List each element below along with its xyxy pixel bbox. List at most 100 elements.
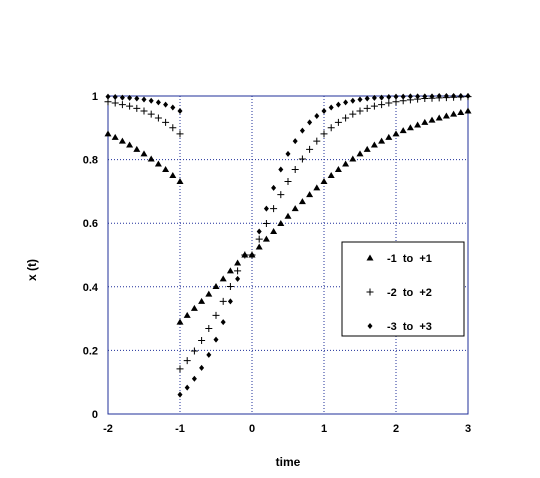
data-point [147, 155, 155, 162]
data-point [205, 290, 213, 297]
data-point [147, 110, 155, 118]
data-point [414, 121, 422, 128]
data-point [451, 93, 457, 99]
y-tick-label: 0.4 [83, 282, 99, 294]
data-point [140, 150, 148, 157]
data-point [183, 311, 191, 318]
data-point [464, 107, 472, 114]
legend-label: -1 to +1 [387, 253, 432, 265]
data-point [105, 93, 111, 100]
data-point [356, 107, 364, 115]
data-point [262, 235, 270, 242]
data-point [357, 96, 363, 103]
legend-items: -1 to +1 -2 to +2 -3 to +3 [366, 253, 432, 333]
data-point [155, 99, 161, 106]
legend-item: -1 to +1 [366, 253, 432, 265]
x-tick-label: -1 [175, 423, 185, 435]
data-point [392, 130, 400, 137]
data-point [428, 116, 436, 123]
data-point [298, 198, 306, 205]
data-point [255, 235, 263, 243]
data-point [162, 118, 170, 126]
data-point [133, 145, 141, 152]
y-axis-ticks: 0 0.2 0.4 0.6 0.8 1 [83, 91, 99, 421]
data-point [163, 101, 169, 108]
x-tick-label: 1 [321, 423, 327, 435]
data-point [342, 160, 350, 167]
data-point [385, 99, 393, 107]
y-tick-label: 1 [92, 91, 98, 103]
data-point [270, 205, 278, 213]
data-point [134, 95, 140, 102]
data-point [177, 391, 183, 398]
data-point [443, 93, 449, 99]
data-point [349, 110, 357, 118]
data-point [249, 252, 255, 258]
data-point [415, 93, 421, 100]
data-point [169, 124, 177, 132]
data-point [450, 110, 458, 117]
data-point [356, 150, 364, 157]
plot-frame [107, 95, 469, 415]
y-axis-label: x (t) [25, 259, 39, 281]
data-point [285, 150, 291, 157]
data-point [256, 228, 262, 235]
data-point [307, 119, 313, 126]
data-point [220, 319, 226, 326]
data-point [190, 347, 198, 355]
data-point [141, 96, 147, 103]
data-point [119, 94, 125, 101]
data-point [284, 178, 292, 186]
data-point [320, 178, 328, 185]
data-point [379, 94, 385, 101]
series-1 [104, 107, 472, 325]
data-point [364, 95, 370, 102]
data-point [213, 336, 219, 343]
data-point [400, 93, 406, 100]
data-point [406, 124, 414, 131]
data-point [206, 351, 212, 358]
data-point [465, 93, 471, 99]
data-point [306, 191, 314, 198]
data-point [235, 275, 241, 282]
data-point [212, 282, 220, 289]
data-point [393, 93, 399, 100]
data-point [176, 178, 184, 185]
data-point [234, 267, 242, 275]
data-point [169, 172, 177, 178]
data-point [176, 365, 184, 373]
legend-marker [366, 254, 374, 261]
y-tick-label: 0.8 [83, 155, 98, 167]
legend-marker [367, 323, 373, 329]
data-point [458, 93, 464, 99]
data-point [198, 337, 206, 345]
data-point [422, 93, 428, 100]
y-tick-label: 0.2 [83, 345, 98, 357]
y-tick-label: 0 [92, 409, 98, 421]
data-point [291, 165, 299, 173]
data-point [262, 220, 270, 228]
data-point [270, 227, 278, 234]
data-point [407, 93, 413, 100]
data-point [321, 107, 327, 114]
data-point [162, 165, 170, 172]
data-point [299, 127, 305, 134]
data-point [226, 267, 234, 274]
data-point [154, 114, 162, 122]
data-point [328, 104, 334, 111]
data-point [198, 297, 206, 304]
data-point [284, 212, 292, 219]
data-point [291, 205, 299, 212]
data-points [104, 93, 472, 398]
data-point [219, 297, 227, 305]
data-point [334, 118, 342, 126]
data-point [183, 357, 191, 365]
data-point [436, 93, 442, 99]
data-point [327, 172, 335, 178]
series-2 [104, 93, 472, 373]
data-point [176, 130, 184, 138]
legend-label: -2 to +2 [387, 287, 432, 299]
series-3 [105, 93, 471, 398]
